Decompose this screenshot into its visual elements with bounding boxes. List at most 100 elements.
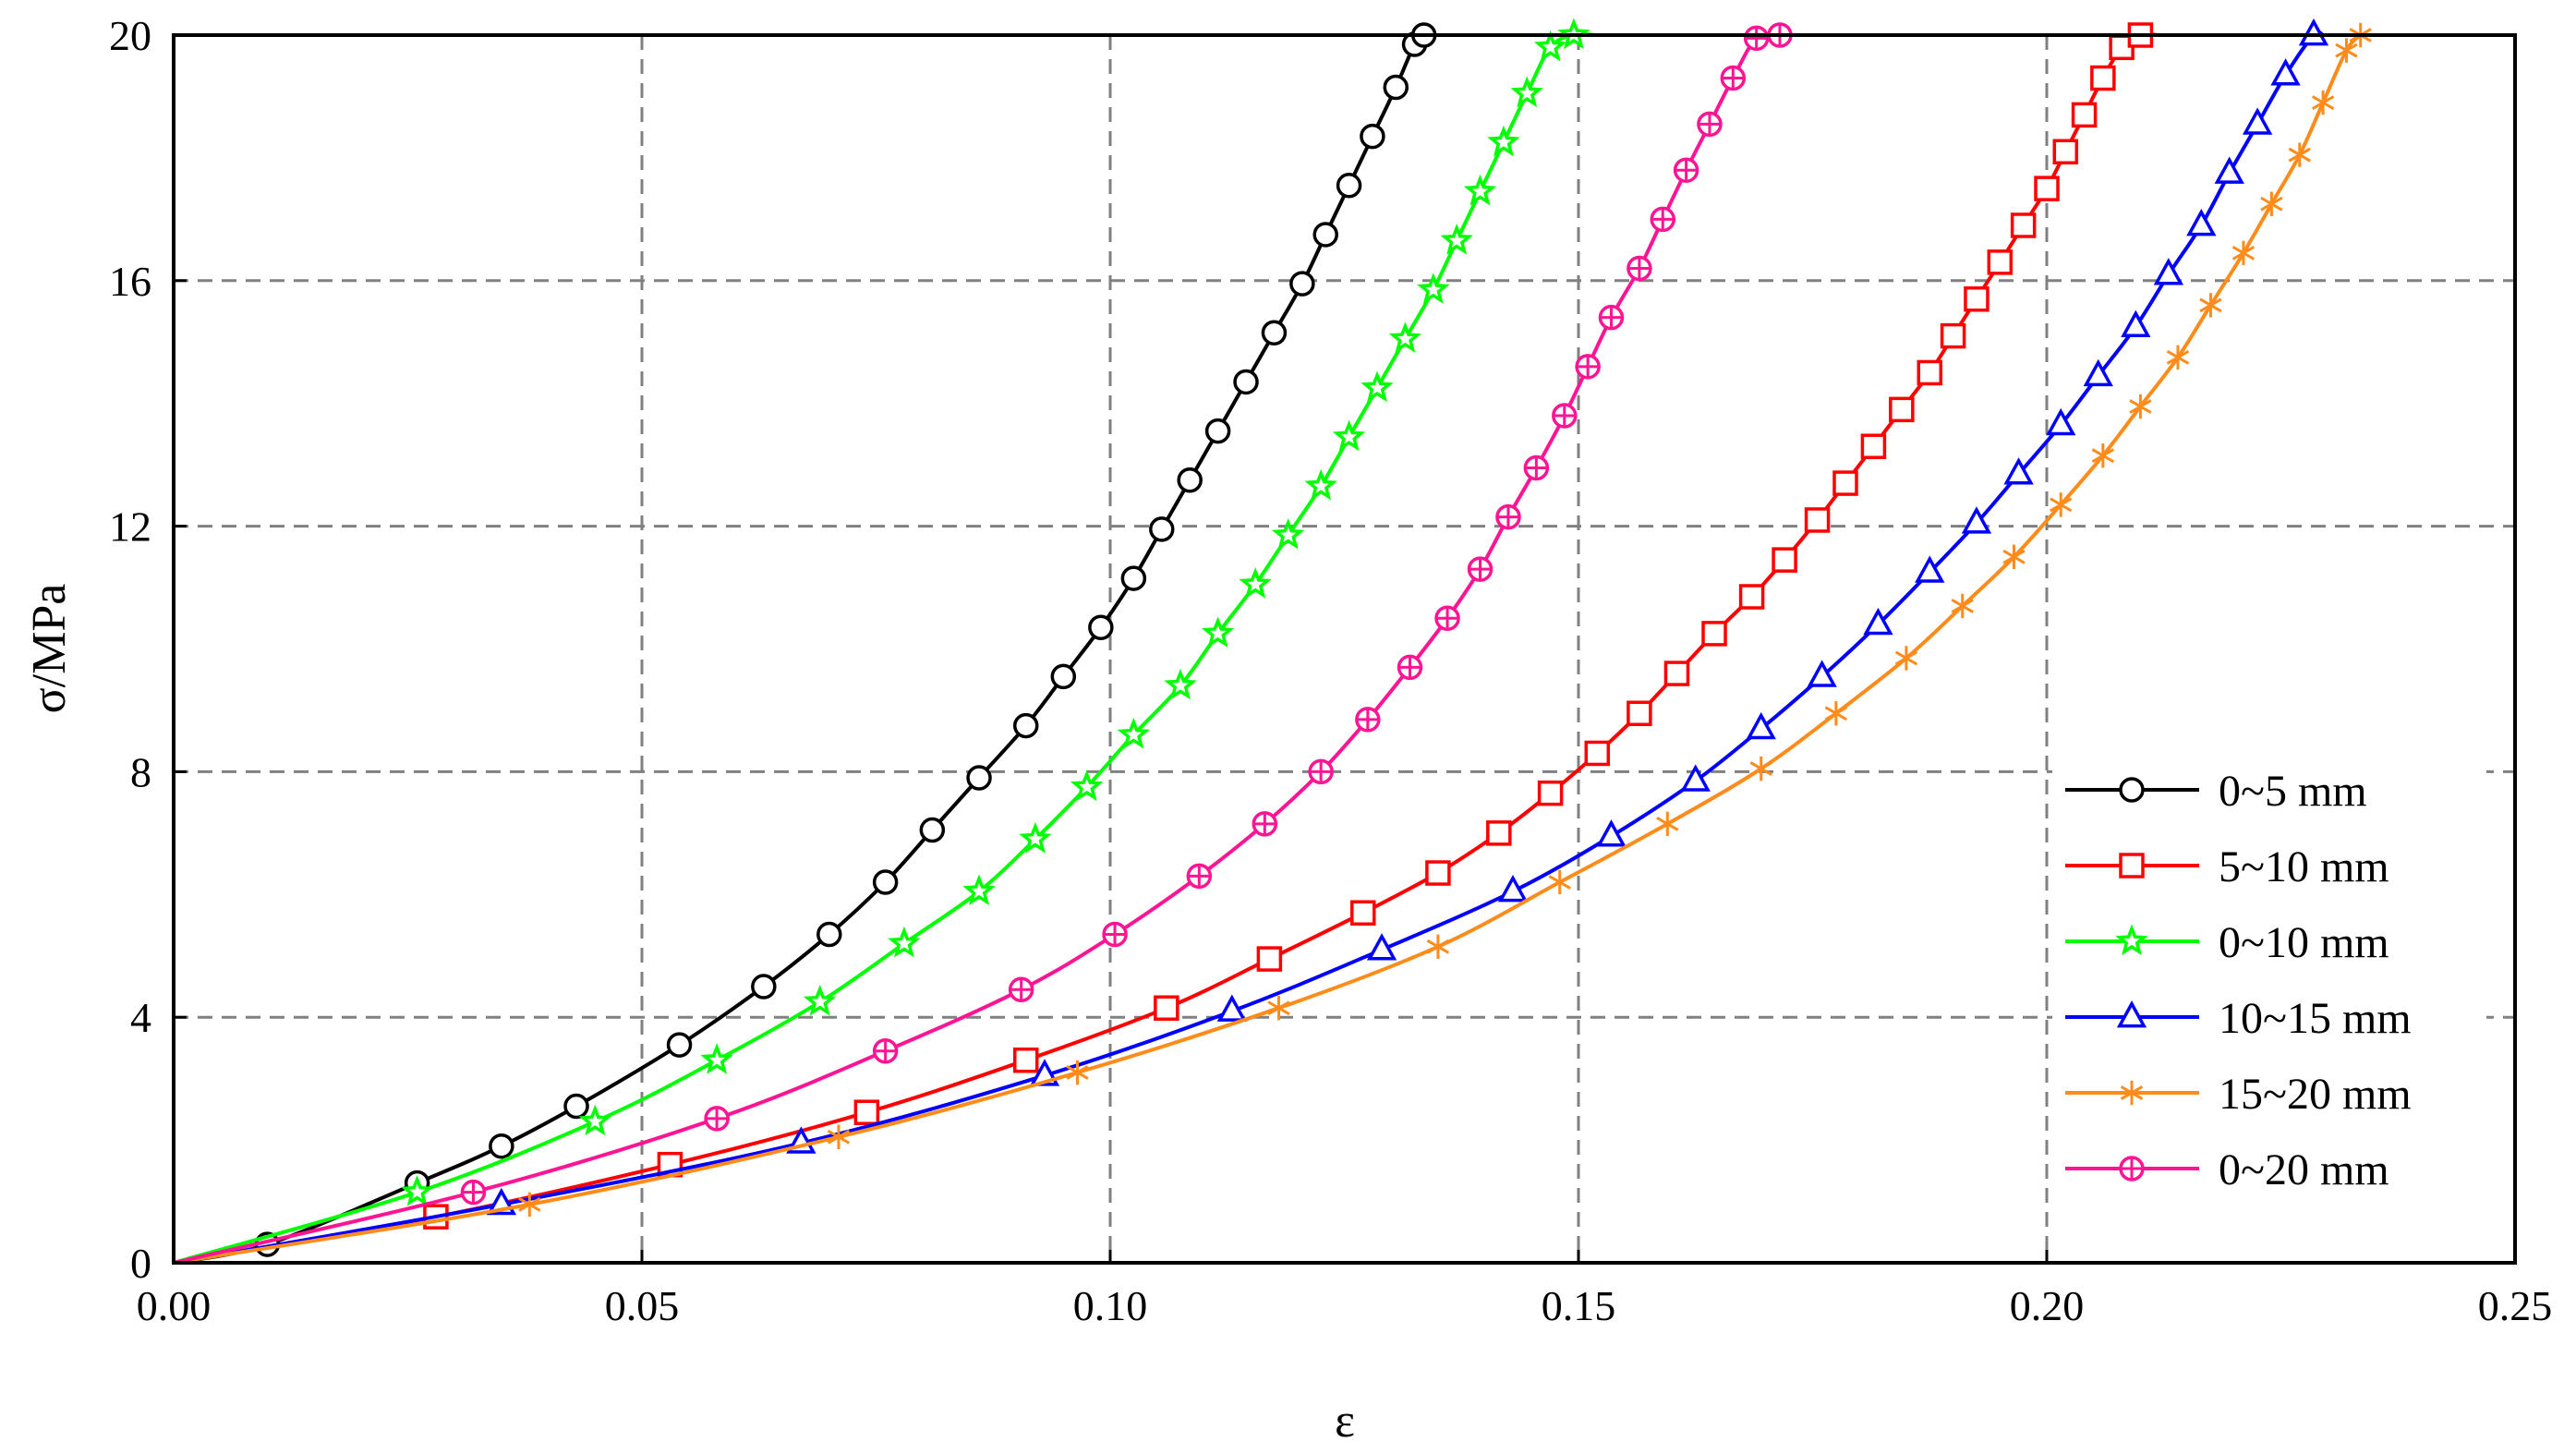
- data-point: [1289, 271, 1315, 297]
- data-point: [751, 974, 777, 1000]
- data-point: [2115, 924, 2148, 956]
- data-point: [1738, 584, 1765, 610]
- asterisk-stroke: [2311, 95, 2335, 110]
- data-point: [2311, 90, 2335, 115]
- data-point: [1720, 65, 1747, 91]
- data-point: [2153, 258, 2183, 285]
- data-point: [1256, 946, 1283, 972]
- data-point: [827, 1124, 851, 1149]
- plot-frame: [172, 33, 2517, 1265]
- legend-box: [2052, 751, 2486, 1228]
- data-point: [2090, 65, 2116, 91]
- x-tick-label: 0.20: [2010, 1282, 2085, 1329]
- data-point: [2129, 394, 2152, 419]
- data-point: [1680, 764, 1711, 792]
- data-point: [1533, 30, 1567, 62]
- series-5: [173, 22, 2372, 1265]
- data-point: [2091, 442, 2115, 468]
- data-point: [1350, 900, 1376, 926]
- data-point: [1434, 605, 1460, 632]
- asterisk-stroke: [1951, 599, 1974, 613]
- data-point: [1388, 321, 1422, 353]
- data-point: [1627, 700, 1652, 727]
- asterisk-stroke: [2288, 147, 2311, 163]
- data-point: [1149, 516, 1175, 542]
- legend-entry: 0~10 mm: [2065, 918, 2389, 967]
- data-point: [803, 985, 837, 1016]
- data-point: [2231, 240, 2256, 266]
- data-point: [1987, 249, 2014, 275]
- data-point: [489, 1133, 514, 1159]
- data-point: [1749, 756, 1772, 782]
- data-point: [1523, 454, 1550, 481]
- data-point: [1746, 711, 1776, 740]
- data-point: [563, 1093, 589, 1120]
- data-point: [919, 817, 946, 843]
- data-point: [1598, 304, 1625, 331]
- data-point: [2050, 492, 2073, 517]
- data-point: [1332, 419, 1366, 452]
- data-point: [966, 765, 992, 791]
- data-point: [1673, 157, 1699, 183]
- x-tick-label: 0.25: [2478, 1282, 2553, 1329]
- data-point: [2199, 293, 2222, 318]
- data-point: [2260, 191, 2283, 216]
- asterisk-stroke: [1426, 939, 1450, 954]
- series-line: [173, 32, 2193, 1265]
- series-4: [173, 18, 2329, 1265]
- legend-entry: 0~20 mm: [2065, 1145, 2389, 1194]
- series-2: [173, 22, 2193, 1265]
- data-point: [2010, 212, 2037, 238]
- data-point: [1070, 769, 1104, 802]
- data-point: [1120, 565, 1147, 591]
- series-1: [173, 22, 1437, 1265]
- data-point: [1467, 556, 1494, 582]
- data-point: [1201, 616, 1235, 648]
- asterisk-stroke: [2335, 42, 2358, 58]
- data-point: [1117, 717, 1151, 749]
- data-point: [2002, 544, 2026, 570]
- asterisk-stroke: [2091, 448, 2115, 464]
- x-axis-title: ε: [1335, 1395, 1355, 1448]
- legend: 0~5 mm 5~10 mm 0~10 mm 10~15 mm 15~20 mm 0~20…: [2052, 751, 2486, 1228]
- y-tick-label: 8: [130, 748, 151, 795]
- data-point: [1355, 707, 1381, 733]
- data-point: [2071, 102, 2098, 128]
- data-point: [1964, 285, 1989, 312]
- asterisk-stroke: [1824, 706, 1848, 721]
- data-point: [1177, 467, 1203, 493]
- data-point: [1863, 607, 1893, 636]
- data-point: [1697, 111, 1723, 138]
- data-point: [460, 1179, 487, 1206]
- data-point: [1360, 123, 1385, 150]
- asterisk-stroke: [2199, 297, 2222, 313]
- y-tick-label: 20: [109, 12, 151, 59]
- asterisk-stroke: [2231, 245, 2256, 261]
- y-tick-label: 12: [109, 503, 151, 551]
- data-point: [872, 869, 899, 895]
- data-point: [2335, 38, 2358, 63]
- data-point: [704, 1106, 730, 1132]
- asterisk-stroke: [1066, 1065, 1089, 1080]
- asterisk-stroke: [2002, 549, 2026, 564]
- asterisk-stroke: [518, 1196, 541, 1212]
- data-point: [1656, 811, 1679, 837]
- x-tick-label: 0.05: [605, 1282, 680, 1329]
- legend-label: 15~20 mm: [2219, 1070, 2412, 1119]
- data-point: [2242, 107, 2273, 135]
- data-point: [1308, 758, 1334, 785]
- data-point: [872, 1037, 899, 1064]
- data-point: [1383, 74, 1409, 101]
- data-point: [1915, 555, 1945, 583]
- data-point: [1627, 255, 1652, 282]
- asterisk-stroke: [1656, 816, 1679, 831]
- legend-label: 5~10 mm: [2219, 842, 2389, 891]
- data-point: [1186, 863, 1213, 890]
- asterisk-stroke: [2050, 497, 2073, 513]
- data-point: [2214, 156, 2244, 184]
- data-point: [1596, 819, 1627, 847]
- data-point: [1426, 934, 1450, 959]
- data-point: [1008, 976, 1034, 1003]
- series-line: [173, 30, 2324, 1265]
- data-point: [1425, 860, 1451, 886]
